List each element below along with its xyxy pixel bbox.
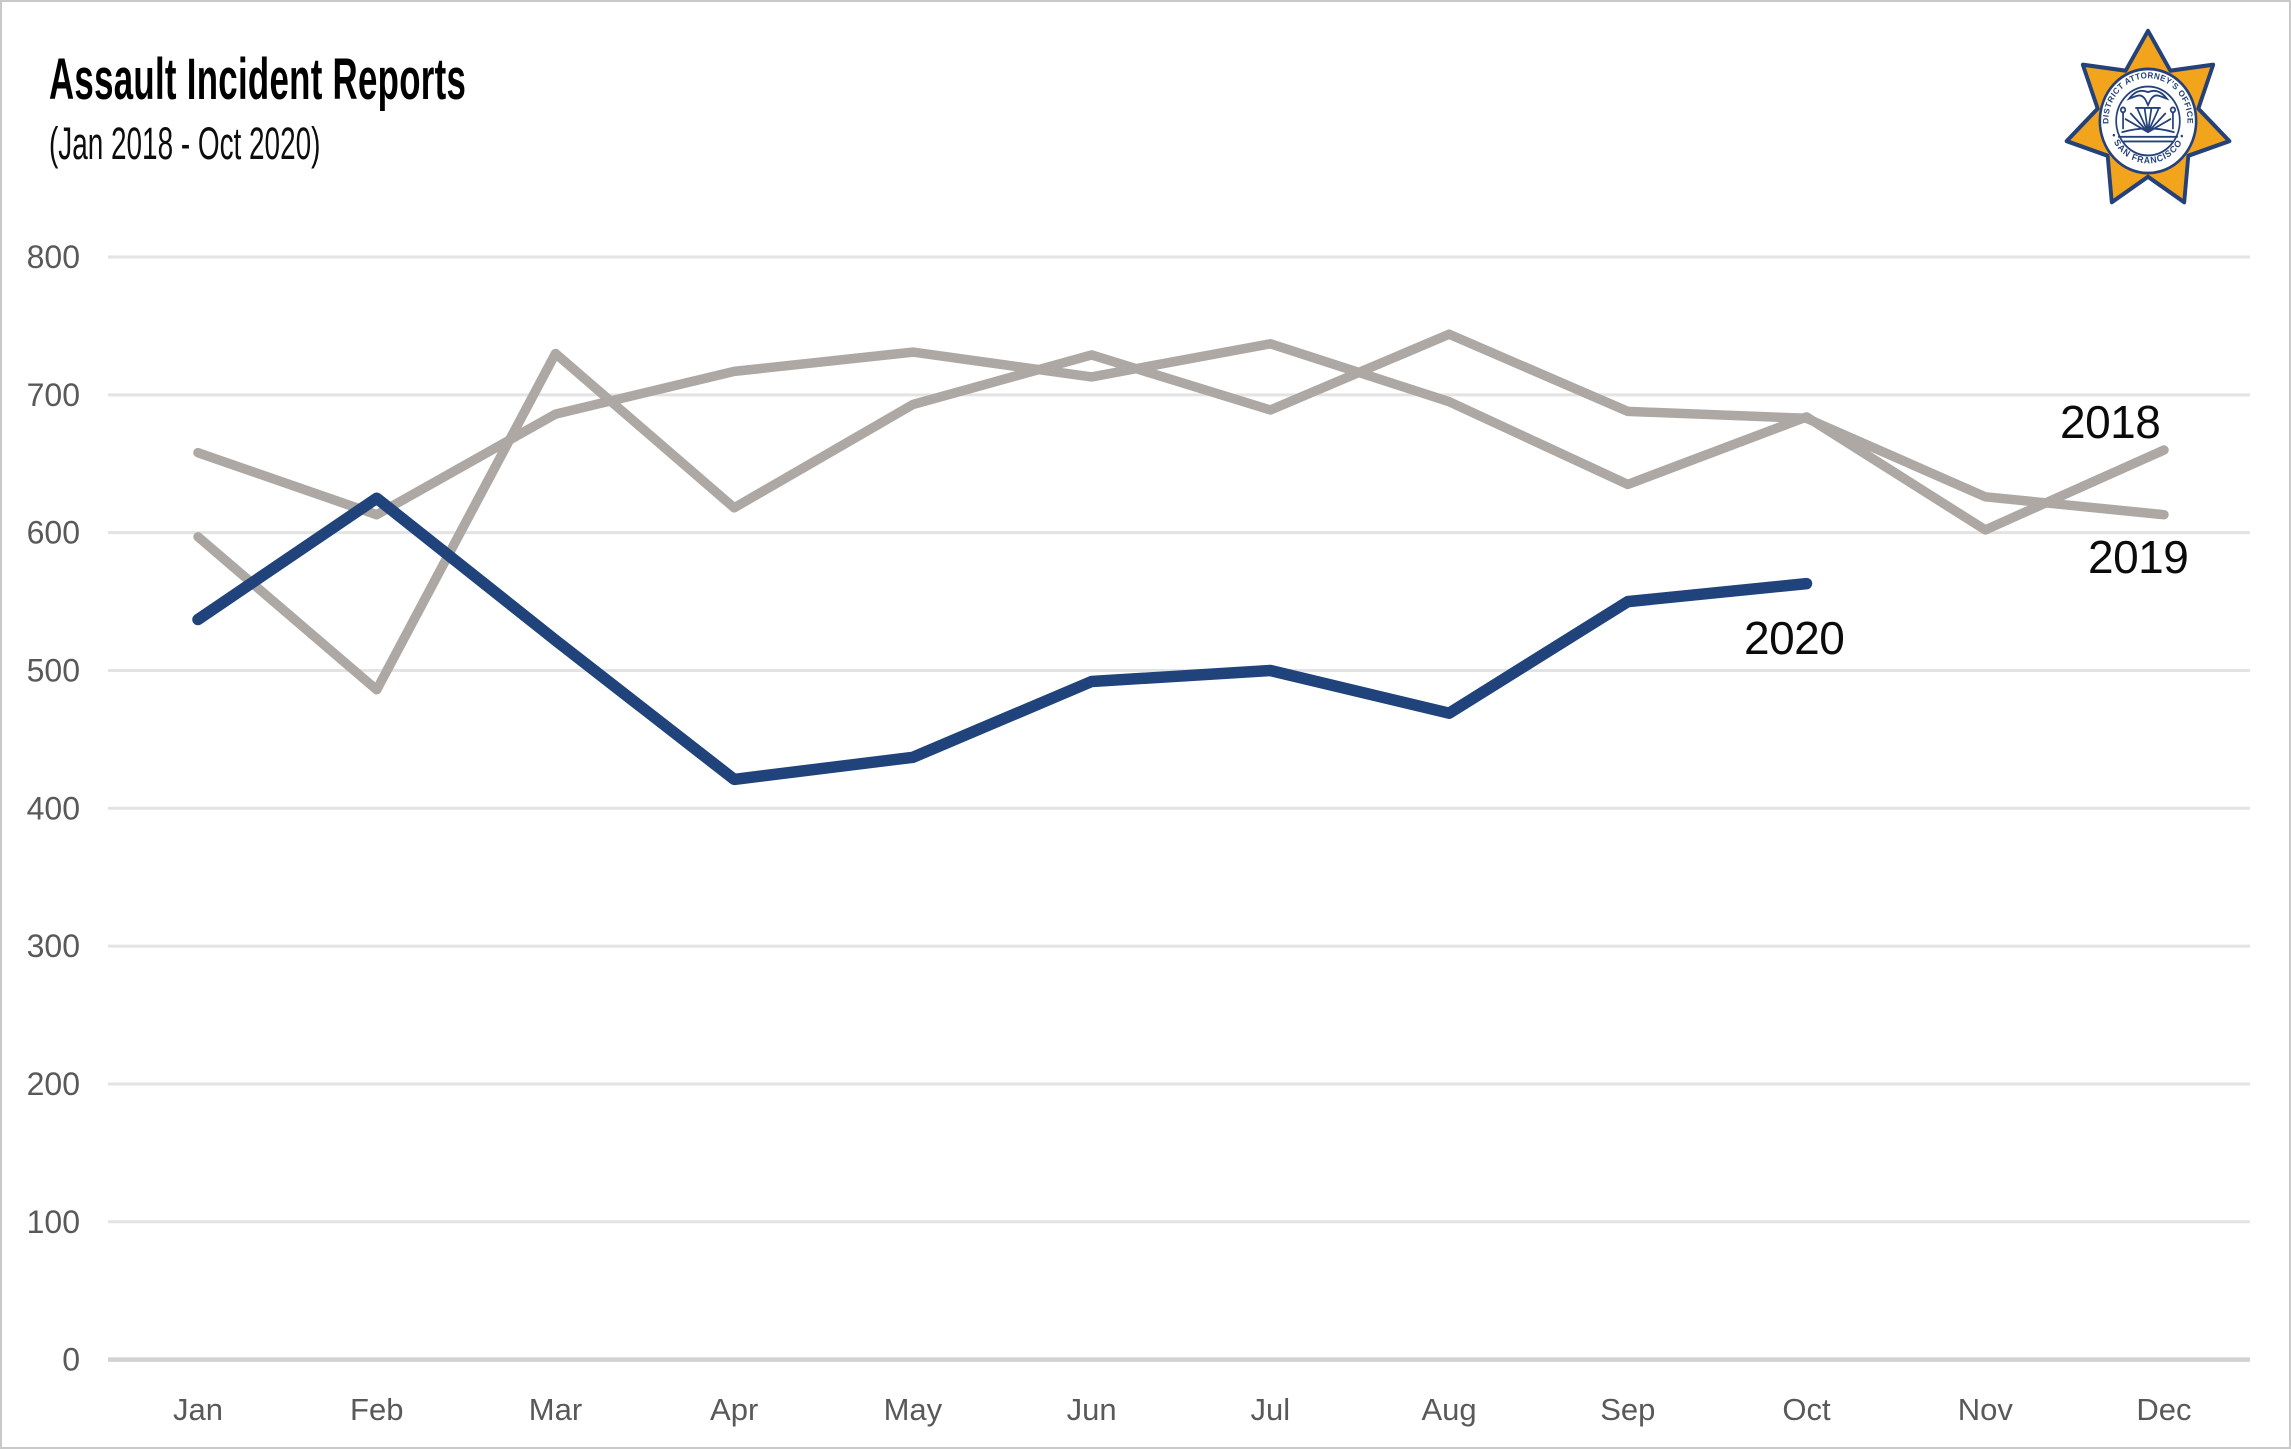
series-label-2019: 2019 bbox=[2088, 531, 2188, 583]
y-axis-label-200: 200 bbox=[27, 1066, 80, 1102]
y-axis-label-100: 100 bbox=[27, 1204, 80, 1240]
x-axis-label-feb: Feb bbox=[350, 1392, 403, 1427]
y-axis-label-700: 700 bbox=[27, 377, 80, 413]
x-axis-label-apr: Apr bbox=[710, 1392, 758, 1427]
x-axis-label-may: May bbox=[884, 1392, 943, 1427]
series-line-2019 bbox=[193, 329, 2169, 695]
x-axis-label-jan: Jan bbox=[173, 1392, 223, 1427]
y-axis-label-0: 0 bbox=[62, 1342, 80, 1378]
x-axis-label-aug: Aug bbox=[1422, 1392, 1477, 1427]
x-axis-label-dec: Dec bbox=[2136, 1392, 2191, 1427]
y-axis-label-400: 400 bbox=[27, 790, 80, 826]
y-axis-label-800: 800 bbox=[27, 239, 80, 275]
x-axis-label-jul: Jul bbox=[1251, 1392, 1291, 1427]
badge-center-disc bbox=[2098, 67, 2198, 175]
badge-seal-emblem bbox=[2117, 89, 2179, 143]
y-axis-label-500: 500 bbox=[27, 652, 80, 688]
badge-inner-ring bbox=[2115, 85, 2181, 157]
series-line-2018 bbox=[193, 339, 2169, 535]
series-label-2018: 2018 bbox=[2060, 396, 2160, 448]
x-axis-label-nov: Nov bbox=[1958, 1392, 2014, 1427]
x-axis-label-oct: Oct bbox=[1782, 1392, 1831, 1427]
x-axis-label-mar: Mar bbox=[529, 1392, 582, 1427]
y-axis-label-600: 600 bbox=[27, 515, 80, 551]
sfda-badge-logo: DISTRICT ATTORNEY'S OFFICE • SAN FRANCIS… bbox=[2064, 28, 2232, 205]
page-title: Assault Incident Reports bbox=[49, 47, 467, 112]
y-axis-label-300: 300 bbox=[27, 928, 80, 964]
chart-subtitle: (Jan 2018 - Oct 2020) bbox=[49, 118, 321, 169]
x-axis-label-sep: Sep bbox=[1600, 1392, 1655, 1427]
series-label-2020: 2020 bbox=[1744, 612, 1844, 664]
x-axis-label-jun: Jun bbox=[1067, 1392, 1117, 1427]
series-line-2020 bbox=[192, 492, 1813, 786]
